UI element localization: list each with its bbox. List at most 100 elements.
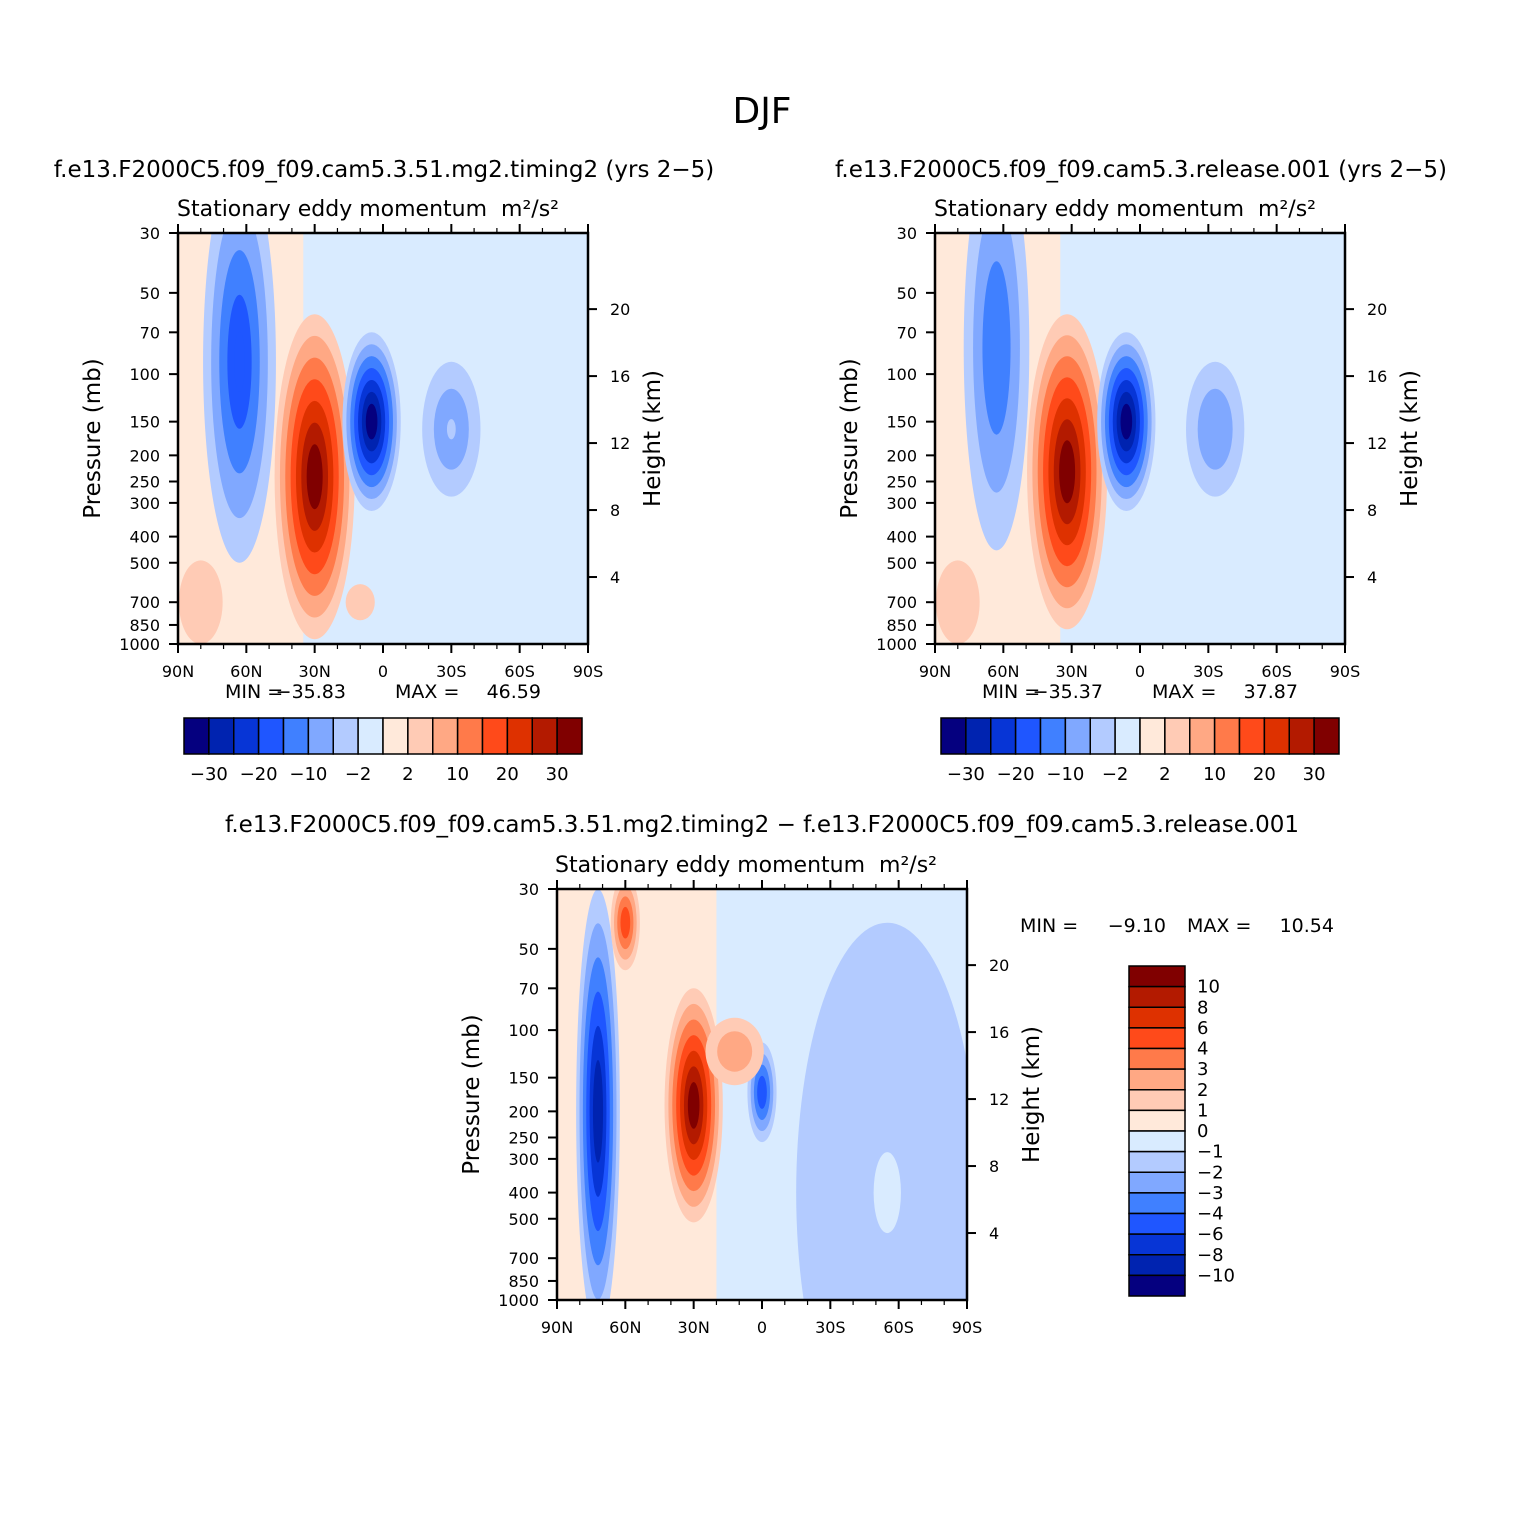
y-tick-label: 70: [519, 979, 539, 998]
colorbar-box: [1128, 965, 1186, 988]
diff-min-label: MIN =: [1020, 915, 1078, 937]
colorbar-box: [990, 717, 1017, 755]
colorbar-box: [1128, 1047, 1186, 1070]
colorbar-box: [233, 717, 260, 755]
colorbar-box: [1313, 717, 1340, 755]
y-right-axis-label: Height (km): [640, 370, 666, 507]
y-tick-label: 100: [886, 365, 917, 384]
right-variable-title: Stationary eddy momentum m²/s²: [934, 197, 1316, 222]
colorbar-label: 10: [1197, 977, 1220, 998]
contour-peak: [873, 1152, 901, 1234]
contour-peak: [357, 599, 364, 606]
y-right-tick-label: 8: [1367, 501, 1377, 520]
colorbar-box: [1114, 717, 1141, 755]
y-tick-label: 250: [508, 1129, 539, 1148]
left-max-value: 46.59: [487, 681, 541, 703]
colorbar-box: [1128, 1212, 1186, 1235]
x-tick-label: 60S: [504, 662, 535, 681]
contour-peak: [991, 317, 1002, 379]
colorbar-label: −8: [1197, 1245, 1224, 1266]
colorbar-box: [183, 717, 210, 755]
colorbar-label: −2: [1197, 1162, 1224, 1183]
y-tick-label: 150: [508, 1069, 539, 1088]
x-tick-label: 0: [757, 1318, 767, 1337]
colorbar-box: [506, 717, 533, 755]
y-tick-label: 100: [508, 1021, 539, 1040]
diff-min-value: −9.10: [1108, 915, 1166, 937]
colorbar-box: [1139, 717, 1166, 755]
colorbar-box: [432, 717, 459, 755]
colorbar-label: 2: [1159, 764, 1170, 785]
contour-feature: [963, 233, 1030, 551]
y-tick-label: 150: [886, 413, 917, 432]
contour-feature: [747, 1042, 777, 1143]
x-tick-label: 0: [378, 662, 388, 681]
colorbar-box: [1213, 717, 1241, 755]
y-tick-label: 250: [886, 473, 917, 492]
contour-feature: [342, 332, 401, 511]
right-case-title: f.e13.F2000C5.f09_f09.cam5.3.release.001…: [835, 157, 1447, 183]
y-right-tick-label: 20: [989, 956, 1009, 975]
x-tick-label: 30S: [1193, 662, 1224, 681]
x-tick-label: 60S: [1261, 662, 1292, 681]
colorbar-box: [940, 717, 967, 755]
right-minmax: MIN = −35.37 MAX = 37.87: [982, 681, 1298, 703]
colorbar-box: [1014, 717, 1042, 755]
y-right-tick-label: 4: [610, 568, 620, 587]
colorbar-label: −2: [345, 764, 372, 785]
contour-feature: [1027, 314, 1108, 630]
colorbar-box: [1128, 1171, 1186, 1194]
contour-feature: [203, 233, 276, 563]
colorbar-box: [1128, 1274, 1186, 1297]
left-plot: 90N 60N 30N 0 30S 60S 90S 30 50 70 100 150 200 250 300…: [80, 224, 666, 681]
diff-max-value: 10.54: [1280, 915, 1334, 937]
colorbar-label: −20: [997, 764, 1035, 785]
left-minmax: MIN = −35.83 MAX = 46.59: [225, 681, 541, 703]
y-right-tick-label: 4: [1367, 568, 1377, 587]
colorbar-box: [1128, 1233, 1186, 1256]
y-tick-label: 250: [129, 473, 160, 492]
colorbar-label: 2: [1197, 1080, 1208, 1101]
colorbar-label: −30: [947, 764, 985, 785]
y-right-tick-label: 8: [989, 1157, 999, 1176]
y-tick-label: 50: [140, 284, 160, 303]
contour-peak: [197, 595, 205, 609]
colorbar-box: [1128, 1089, 1186, 1112]
right-max-label: MAX =: [1152, 681, 1216, 703]
colorbar-box: [1128, 1068, 1186, 1091]
colorbar-box: [1164, 717, 1191, 755]
contour-feature: [1186, 361, 1245, 497]
y-tick-label: 700: [886, 593, 917, 612]
y-tick-label: 500: [886, 554, 917, 573]
y-right-tick-label: 8: [610, 501, 620, 520]
left-min-value: −35.83: [276, 681, 346, 703]
contour-peak: [1061, 448, 1074, 496]
x-tick-label: 30S: [815, 1318, 846, 1337]
colorbar-label: −10: [289, 764, 327, 785]
contour-peak: [234, 331, 245, 392]
contour-peak: [759, 1084, 765, 1100]
colorbar-box: [407, 717, 434, 755]
colorbar-box: [332, 717, 359, 755]
y-tick-label: 850: [508, 1272, 539, 1291]
contour-feature: [1097, 332, 1156, 511]
contour-feature: [796, 922, 967, 1300]
colorbar-box: [357, 717, 384, 755]
contour-field: [557, 889, 967, 1300]
colorbar-label: 3: [1197, 1059, 1208, 1080]
contour-peak: [689, 1087, 699, 1123]
y-tick-label: 700: [508, 1249, 539, 1268]
y-tick-label: 300: [886, 494, 917, 513]
left-variable-title: Stationary eddy momentum m²/s²: [177, 197, 559, 222]
contour-field: [178, 233, 588, 644]
x-tick-label: 30S: [436, 662, 467, 681]
colorbar-label: 4: [1197, 1039, 1208, 1060]
colorbar-box: [556, 717, 583, 755]
y-right-axis-label: Height (km): [1019, 1026, 1045, 1163]
contour-field: [935, 233, 1345, 644]
y-tick-label: 400: [508, 1184, 539, 1203]
x-tick-label: 30N: [299, 662, 331, 681]
colorbar-label: −10: [1046, 764, 1084, 785]
contour-level: [796, 922, 967, 1300]
colorbar-label: 20: [496, 764, 519, 785]
